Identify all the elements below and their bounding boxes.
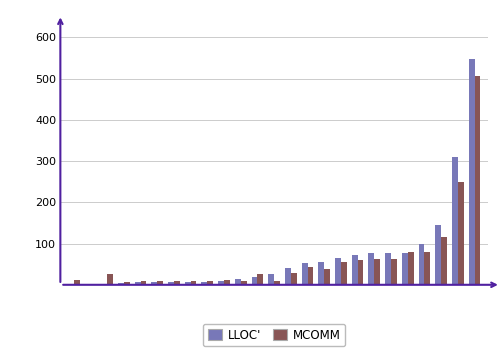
Bar xyxy=(258,274,263,285)
Bar xyxy=(291,273,297,285)
Bar xyxy=(285,268,291,285)
Bar xyxy=(435,225,441,285)
Bar xyxy=(224,280,230,285)
Bar xyxy=(391,259,397,285)
Bar xyxy=(341,262,347,285)
Bar xyxy=(140,281,146,285)
Bar xyxy=(474,77,480,285)
Bar xyxy=(302,263,307,285)
Bar xyxy=(374,259,380,285)
Bar xyxy=(335,258,341,285)
Bar xyxy=(191,281,197,285)
Bar xyxy=(307,267,313,285)
Bar xyxy=(452,157,458,285)
Bar xyxy=(235,279,241,285)
Bar xyxy=(441,237,447,285)
Bar xyxy=(324,269,330,285)
Bar xyxy=(369,253,374,285)
Bar xyxy=(85,284,91,285)
Bar xyxy=(124,282,130,285)
Bar xyxy=(135,282,140,285)
Bar xyxy=(241,281,246,285)
Bar xyxy=(402,253,408,285)
Bar xyxy=(458,183,464,285)
Bar xyxy=(469,59,474,285)
Bar xyxy=(218,282,224,285)
Bar xyxy=(74,280,79,285)
Bar xyxy=(91,284,96,285)
Bar xyxy=(202,282,207,285)
Bar xyxy=(425,252,430,285)
Bar xyxy=(268,274,274,285)
Legend: LLOC', MCOMM: LLOC', MCOMM xyxy=(203,324,346,346)
Bar xyxy=(352,255,358,285)
Bar xyxy=(207,282,213,285)
Bar xyxy=(358,260,364,285)
Bar xyxy=(107,274,113,285)
Bar xyxy=(318,262,324,285)
Bar xyxy=(418,244,425,285)
Bar xyxy=(252,277,258,285)
Bar xyxy=(274,281,280,285)
Bar xyxy=(151,282,157,285)
Bar xyxy=(157,281,163,285)
Bar xyxy=(118,283,124,285)
Bar xyxy=(168,282,174,285)
Bar xyxy=(174,281,180,285)
Bar xyxy=(185,282,191,285)
Bar xyxy=(408,252,413,285)
Bar xyxy=(385,253,391,285)
